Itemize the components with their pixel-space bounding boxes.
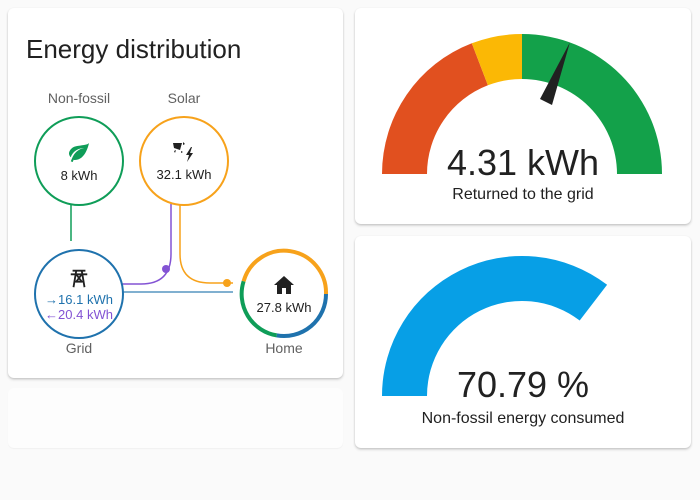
non-fossil-gauge-card[interactable]: 70.79 % Non-fossil energy consumed (355, 236, 691, 448)
nonfossil-node[interactable]: 8 kWh (34, 116, 124, 206)
solar-node[interactable]: 32.1 kWh (139, 116, 229, 206)
nonfossil-value-text: 70.79 % (456, 364, 590, 405)
grid-node[interactable]: →16.1 kWh ←20.4 kWh (34, 249, 124, 339)
returned-value: 4.31 kWh (446, 142, 600, 183)
nonfossil-gauge-label: Non-fossil energy consumed (421, 410, 625, 427)
home-icon (274, 275, 294, 294)
arrow-left-icon: ← (45, 306, 59, 322)
home-value: 27.8 kWh (256, 299, 312, 315)
returned-label: Returned to the grid (452, 186, 594, 203)
transmission-tower-icon (70, 269, 88, 287)
grid-import-value: 16.1 kWh (58, 291, 113, 307)
gauge-needle (540, 42, 570, 105)
grid-export-value: 20.4 kWh (58, 306, 113, 322)
home-node[interactable]: 27.8 kWh (239, 248, 329, 339)
solar-value: 32.1 kWh (156, 166, 212, 182)
grid-import: →16.1 kWh (45, 292, 113, 307)
solar-power-icon (173, 141, 193, 162)
arrow-right-icon: → (45, 291, 59, 307)
leaf-icon (69, 142, 89, 162)
nonfossil-label: Non-fossil (47, 90, 111, 106)
empty-card-placeholder (8, 388, 343, 448)
card-title: Energy distribution (26, 34, 242, 64)
energy-distribution-card: Energy distribution Non-fossil 8 kWh Sol… (8, 8, 343, 378)
nonfossil-value: 8 kWh (60, 167, 98, 183)
returned-to-grid-gauge-card[interactable]: 4.31 kWh Returned to the grid (355, 8, 691, 224)
solar-label: Solar (167, 90, 201, 106)
grid-export: ←20.4 kWh (45, 307, 113, 322)
home-label: Home (265, 340, 303, 356)
grid-label: Grid (65, 340, 93, 356)
